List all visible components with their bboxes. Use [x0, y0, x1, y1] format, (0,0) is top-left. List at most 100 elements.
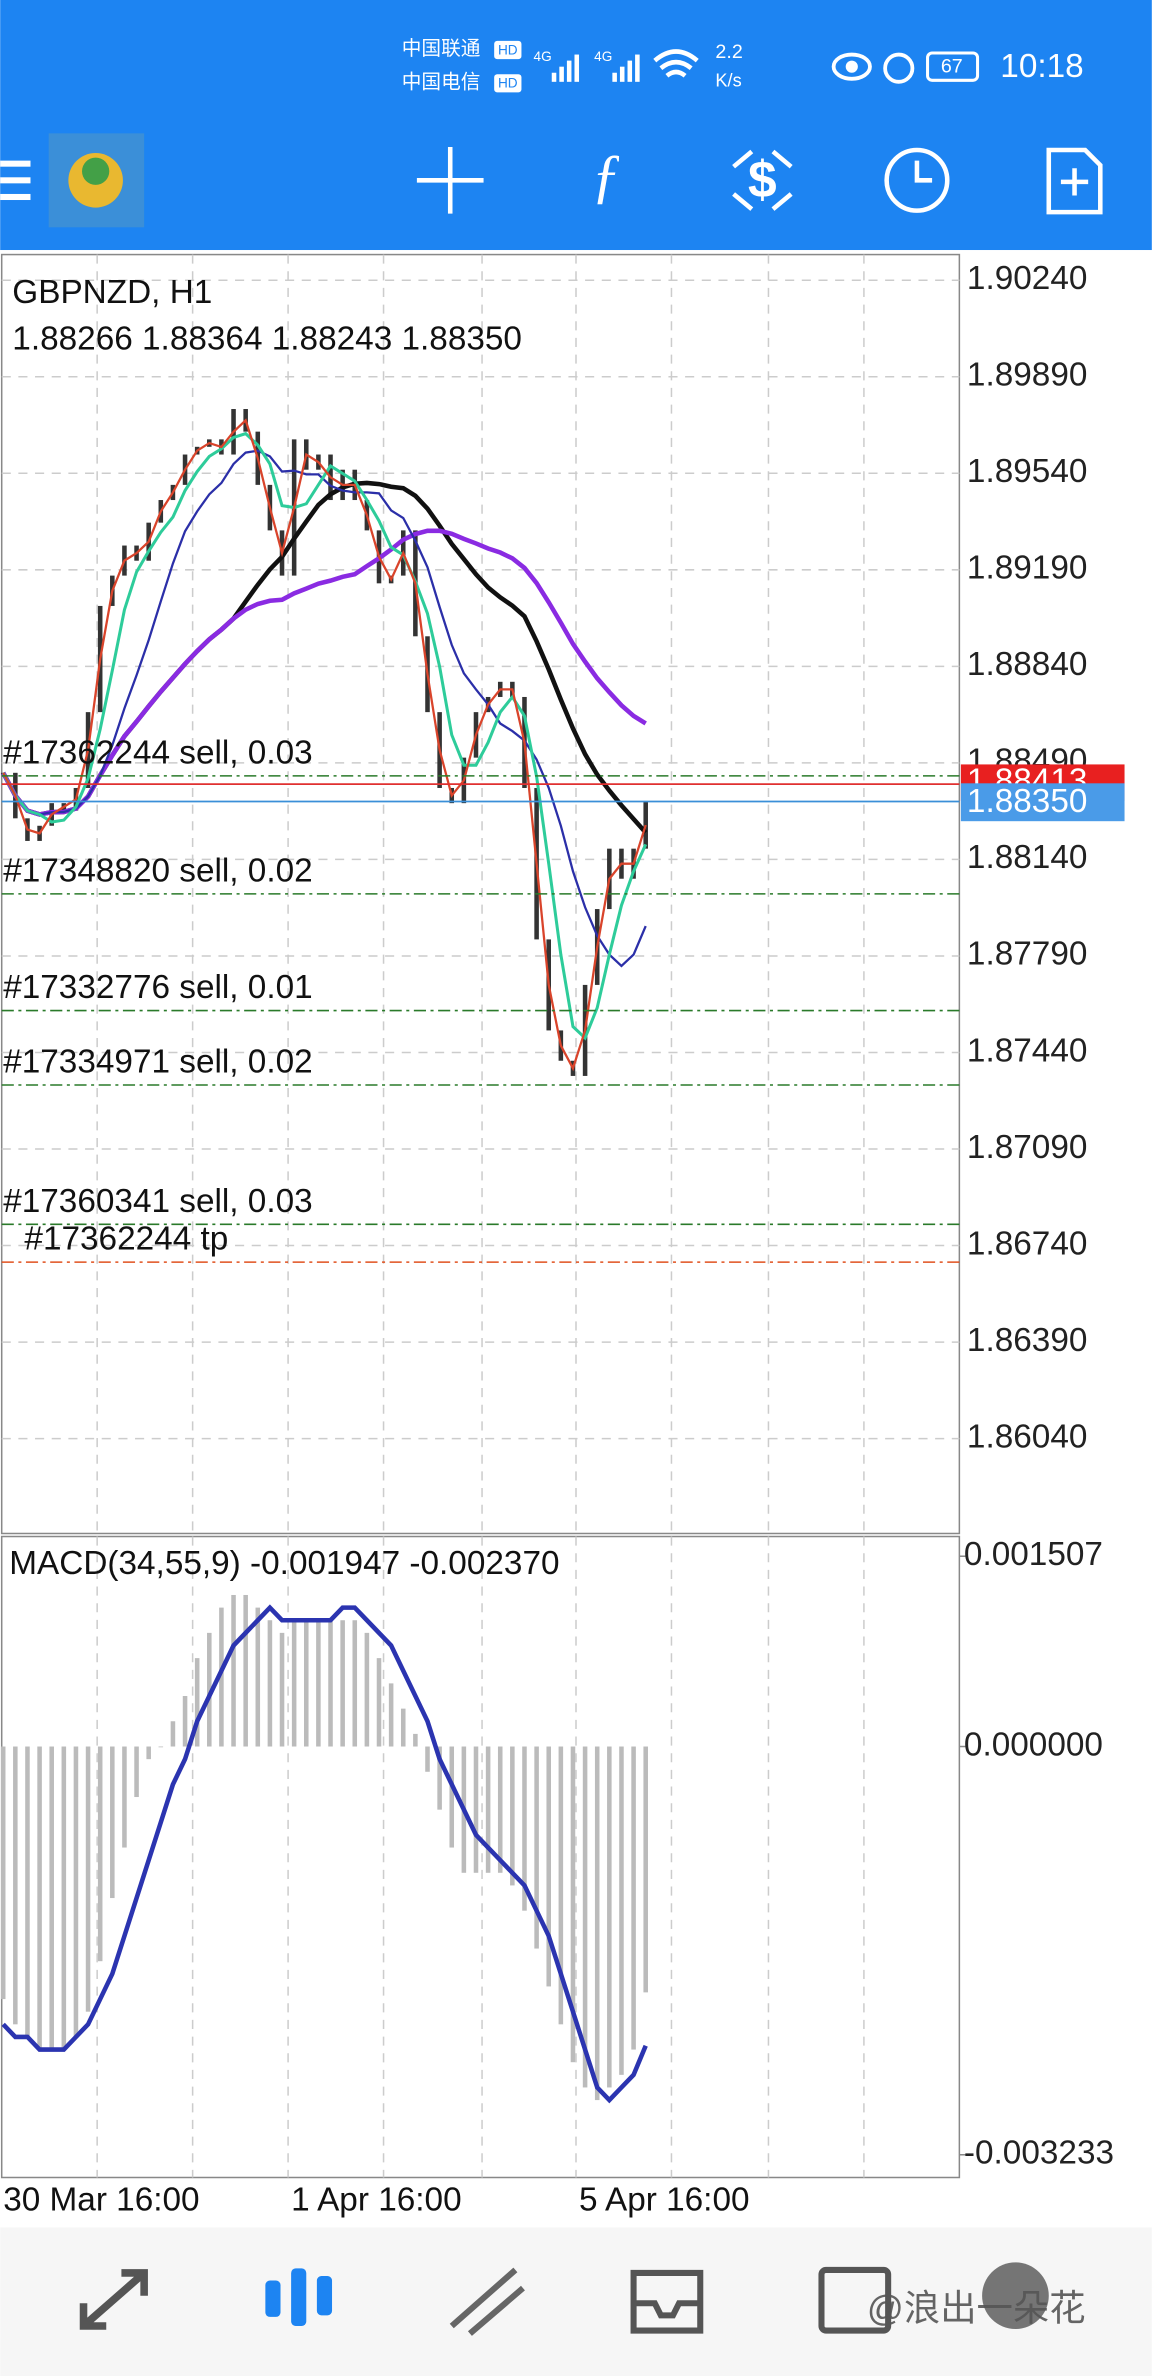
hd-badge: [494, 40, 522, 60]
macd-bar: [85, 1746, 91, 2012]
bid-tag: [960, 783, 1125, 822]
macd-tick-label: -0.003233: [964, 2135, 1114, 2172]
eye-icon: [831, 52, 872, 81]
macd-bar: [400, 1708, 406, 1747]
macd-bar: [279, 1632, 285, 1747]
macd-bar: [607, 1746, 612, 2088]
speed: 2.2: [715, 41, 742, 63]
hd-text: HD: [498, 76, 518, 91]
macd-bar: [194, 1658, 200, 1747]
macd-bar: [316, 1620, 321, 1747]
history-tab[interactable]: [630, 2269, 704, 2334]
macd-bar: [61, 1746, 67, 2050]
macd-bar: [243, 1594, 248, 1747]
bottom-nav: [0, 2227, 1152, 2376]
macd-bar: [558, 1746, 564, 2025]
trade-tab[interactable]: [449, 2267, 525, 2336]
price-tick-label: 1.87090: [967, 1129, 1087, 1166]
price-tick-label: 1.86740: [967, 1225, 1087, 1262]
macd-bar: [522, 1746, 527, 1911]
alarm-icon: [883, 52, 915, 84]
macd-bar: [219, 1607, 224, 1747]
price-tick-label: 1.88140: [967, 839, 1087, 876]
macd-bar: [267, 1620, 273, 1747]
price-tick-label: 1.89540: [967, 453, 1087, 490]
macd-bar: [0, 1746, 6, 2000]
moving-average: [2, 449, 647, 968]
battery-level: 67: [941, 56, 963, 78]
macd-frame[interactable]: [0, 1535, 961, 2179]
crosshair-button[interactable]: [416, 146, 484, 214]
price-tick-label: 1.90240: [967, 260, 1087, 297]
time-label: 5 Apr 16:00: [579, 2182, 749, 2219]
order-label: #17334971 sell, 0.02: [3, 1044, 312, 1081]
signal-icon: [612, 54, 640, 82]
macd-bar: [328, 1620, 333, 1747]
macd-label: MACD(34,55,9) -0.001947 -0.002370: [9, 1545, 559, 1582]
period-button[interactable]: [884, 147, 950, 213]
network: 4G: [594, 49, 612, 64]
macd-bar: [413, 1733, 418, 1747]
macd-bar: [594, 1746, 600, 2101]
price-tick-label: 1.87790: [967, 936, 1087, 973]
clock: 10:18: [1000, 48, 1083, 85]
macd-bar: [97, 1746, 103, 1962]
macd-bar: [182, 1696, 188, 1747]
macd-bar: [485, 1746, 491, 1873]
order-label: #17362244 sell, 0.03: [3, 734, 312, 771]
quotes-tab[interactable]: [79, 2269, 148, 2330]
carrier: 中国电信: [402, 72, 481, 94]
price-tick-label: 1.87440: [967, 1032, 1087, 1069]
indicators-button[interactable]: ƒ: [591, 143, 621, 210]
macd-bar: [619, 1746, 624, 2075]
macd-bar: [510, 1746, 515, 1886]
macd-bar: [170, 1721, 176, 1747]
macd-bar: [449, 1746, 455, 1848]
price-tick-label: 1.89190: [967, 550, 1087, 587]
tp-label: #17362244 tp: [24, 1221, 228, 1258]
macd-bar: [643, 1746, 648, 1993]
macd-bar: [37, 1746, 42, 2050]
settings-tab[interactable]: [982, 2262, 1049, 2330]
macd-bar: [207, 1632, 212, 1747]
time-label: 30 Mar 16:00: [3, 2182, 199, 2219]
hd-badge: [494, 74, 522, 93]
macd-bar: [25, 1746, 30, 2037]
moving-average: [1, 528, 647, 817]
new-order-button: [1060, 168, 1089, 196]
macd-tick-label: 0.000000: [964, 1726, 1103, 1763]
macd-bar: [582, 1746, 588, 2088]
macd-tick-label: 0.001507: [964, 1536, 1103, 1573]
moving-average: [1, 431, 648, 1041]
wifi-icon: [653, 49, 699, 78]
macd-bar: [437, 1746, 442, 1810]
price-tick-label: 1.86040: [967, 1418, 1087, 1455]
trade-button[interactable]: $: [748, 150, 777, 208]
battery-icon: [926, 51, 980, 82]
menu-button[interactable]: [0, 160, 31, 201]
macd-bar: [388, 1683, 394, 1747]
order-label: #17348820 sell, 0.02: [3, 852, 312, 889]
macd-bar: [49, 1746, 54, 2050]
signal-icon: [551, 54, 580, 82]
chart-tab[interactable]: [265, 2268, 333, 2326]
order-label: #17360341 sell, 0.03: [3, 1183, 312, 1220]
news-tab[interactable]: [818, 2266, 892, 2334]
macd-bar: [110, 1746, 115, 1899]
macd-bar: [340, 1620, 345, 1747]
new-order-button[interactable]: [1046, 147, 1103, 215]
macd-bar: [291, 1620, 297, 1747]
macd-bar: [231, 1594, 236, 1747]
speed-unit: K/s: [715, 71, 741, 91]
macd-bar: [425, 1746, 430, 1772]
macd-bar: [146, 1746, 151, 1760]
trade-button[interactable]: [732, 149, 793, 211]
macd-bar: [13, 1746, 18, 2025]
macd-bar: [352, 1620, 358, 1747]
top-bar: [0, 0, 1152, 251]
ohlc-label: 1.88266 1.88364 1.88243 1.88350: [12, 321, 522, 358]
moving-average: [2, 418, 647, 1072]
macd-bar: [364, 1632, 370, 1747]
